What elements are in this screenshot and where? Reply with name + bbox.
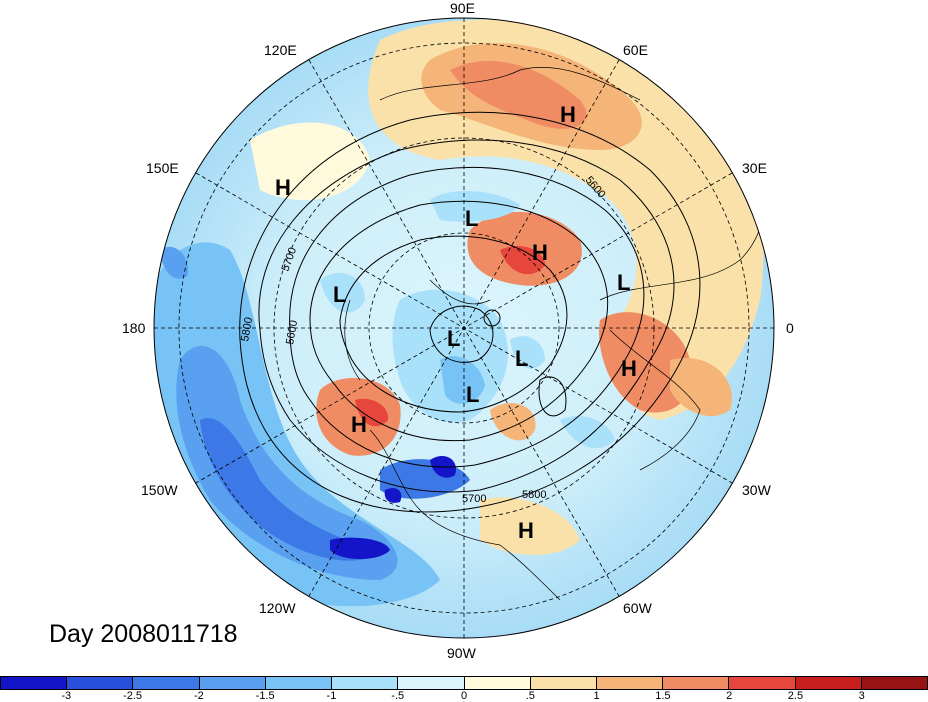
low-center: L bbox=[447, 326, 460, 351]
colorbar-tick-label: 1.5 bbox=[655, 690, 671, 702]
contour-label: 5600 bbox=[284, 319, 300, 345]
height-contours bbox=[239, 111, 701, 513]
colorbar-tick-label: -1.5 bbox=[255, 690, 275, 702]
colorbar-segment bbox=[596, 677, 664, 689]
low-center: L bbox=[333, 282, 346, 307]
colorbar-tick-label: .5 bbox=[525, 690, 535, 702]
lon-label-60w: 60W bbox=[623, 600, 652, 616]
graticule bbox=[154, 18, 774, 638]
low-center: L bbox=[617, 270, 630, 295]
contour-label: 5800 bbox=[239, 316, 255, 342]
colorbar bbox=[0, 676, 928, 690]
colorbar-segment bbox=[398, 677, 465, 689]
colorbar-segment bbox=[861, 677, 928, 689]
day-label: Day 2008011718 bbox=[49, 620, 238, 648]
high-center: H bbox=[560, 102, 576, 127]
colorbar-segment bbox=[729, 677, 796, 689]
colorbar-tick-label: -1 bbox=[326, 690, 337, 702]
lon-label-120e: 120E bbox=[264, 42, 297, 58]
lon-label-0: 0 bbox=[786, 320, 794, 336]
anomaly-field bbox=[154, 18, 774, 638]
colorbar-tick-label: 2.5 bbox=[787, 690, 804, 702]
lon-label-30w: 30W bbox=[742, 482, 771, 498]
colorbar-tick-label: 3 bbox=[858, 690, 865, 702]
low-center: L bbox=[515, 346, 528, 371]
colorbar-segment bbox=[464, 677, 531, 689]
colorbar-tick-label: -3 bbox=[61, 690, 72, 702]
colorbar-segment bbox=[199, 677, 266, 689]
colorbar-tick-label: 2 bbox=[726, 690, 733, 702]
colorbar-segment bbox=[133, 677, 200, 689]
lon-label-60e: 60E bbox=[623, 42, 648, 58]
lon-label-180: 180 bbox=[122, 320, 146, 336]
lon-label-90w: 90W bbox=[447, 645, 476, 661]
colorbar-segment bbox=[332, 677, 399, 689]
coastlines bbox=[344, 67, 765, 601]
colorbar-tick-label: -2.5 bbox=[123, 690, 143, 702]
lon-label-150w: 150W bbox=[141, 482, 178, 498]
colorbar-segment bbox=[67, 677, 134, 689]
lon-label-90e: 90E bbox=[450, 0, 475, 16]
colorbar-segment bbox=[1, 677, 68, 689]
high-center: H bbox=[351, 412, 367, 437]
colorbar-segment bbox=[795, 677, 862, 689]
high-center: H bbox=[532, 240, 548, 265]
colorbar-tick-label: 0 bbox=[460, 690, 468, 702]
colorbar-tick-label: -2 bbox=[193, 690, 204, 702]
lon-label-120w: 120W bbox=[259, 600, 296, 616]
high-center: H bbox=[518, 518, 534, 543]
low-center: L bbox=[466, 382, 479, 407]
map-boundary bbox=[153, 17, 775, 639]
polar-map: 5700 5600 5800 5700 5800 5600 H H H L L … bbox=[153, 17, 775, 639]
colorbar-segment bbox=[530, 677, 597, 689]
high-center: H bbox=[621, 356, 637, 381]
colorbar-tick-label: 1 bbox=[593, 690, 600, 702]
contour-label: 5800 bbox=[522, 489, 546, 501]
colorbar-segment bbox=[265, 677, 333, 689]
low-center: L bbox=[465, 206, 478, 231]
colorbar-tick-label: -.5 bbox=[391, 690, 405, 702]
contour-label: 5700 bbox=[462, 493, 486, 505]
colorbar-segment bbox=[663, 677, 730, 689]
lon-label-30e: 30E bbox=[742, 160, 767, 176]
pressure-centers: H H H L L L H L L L H H bbox=[275, 102, 637, 543]
high-center: H bbox=[275, 175, 291, 200]
lon-label-150e: 150E bbox=[146, 160, 179, 176]
